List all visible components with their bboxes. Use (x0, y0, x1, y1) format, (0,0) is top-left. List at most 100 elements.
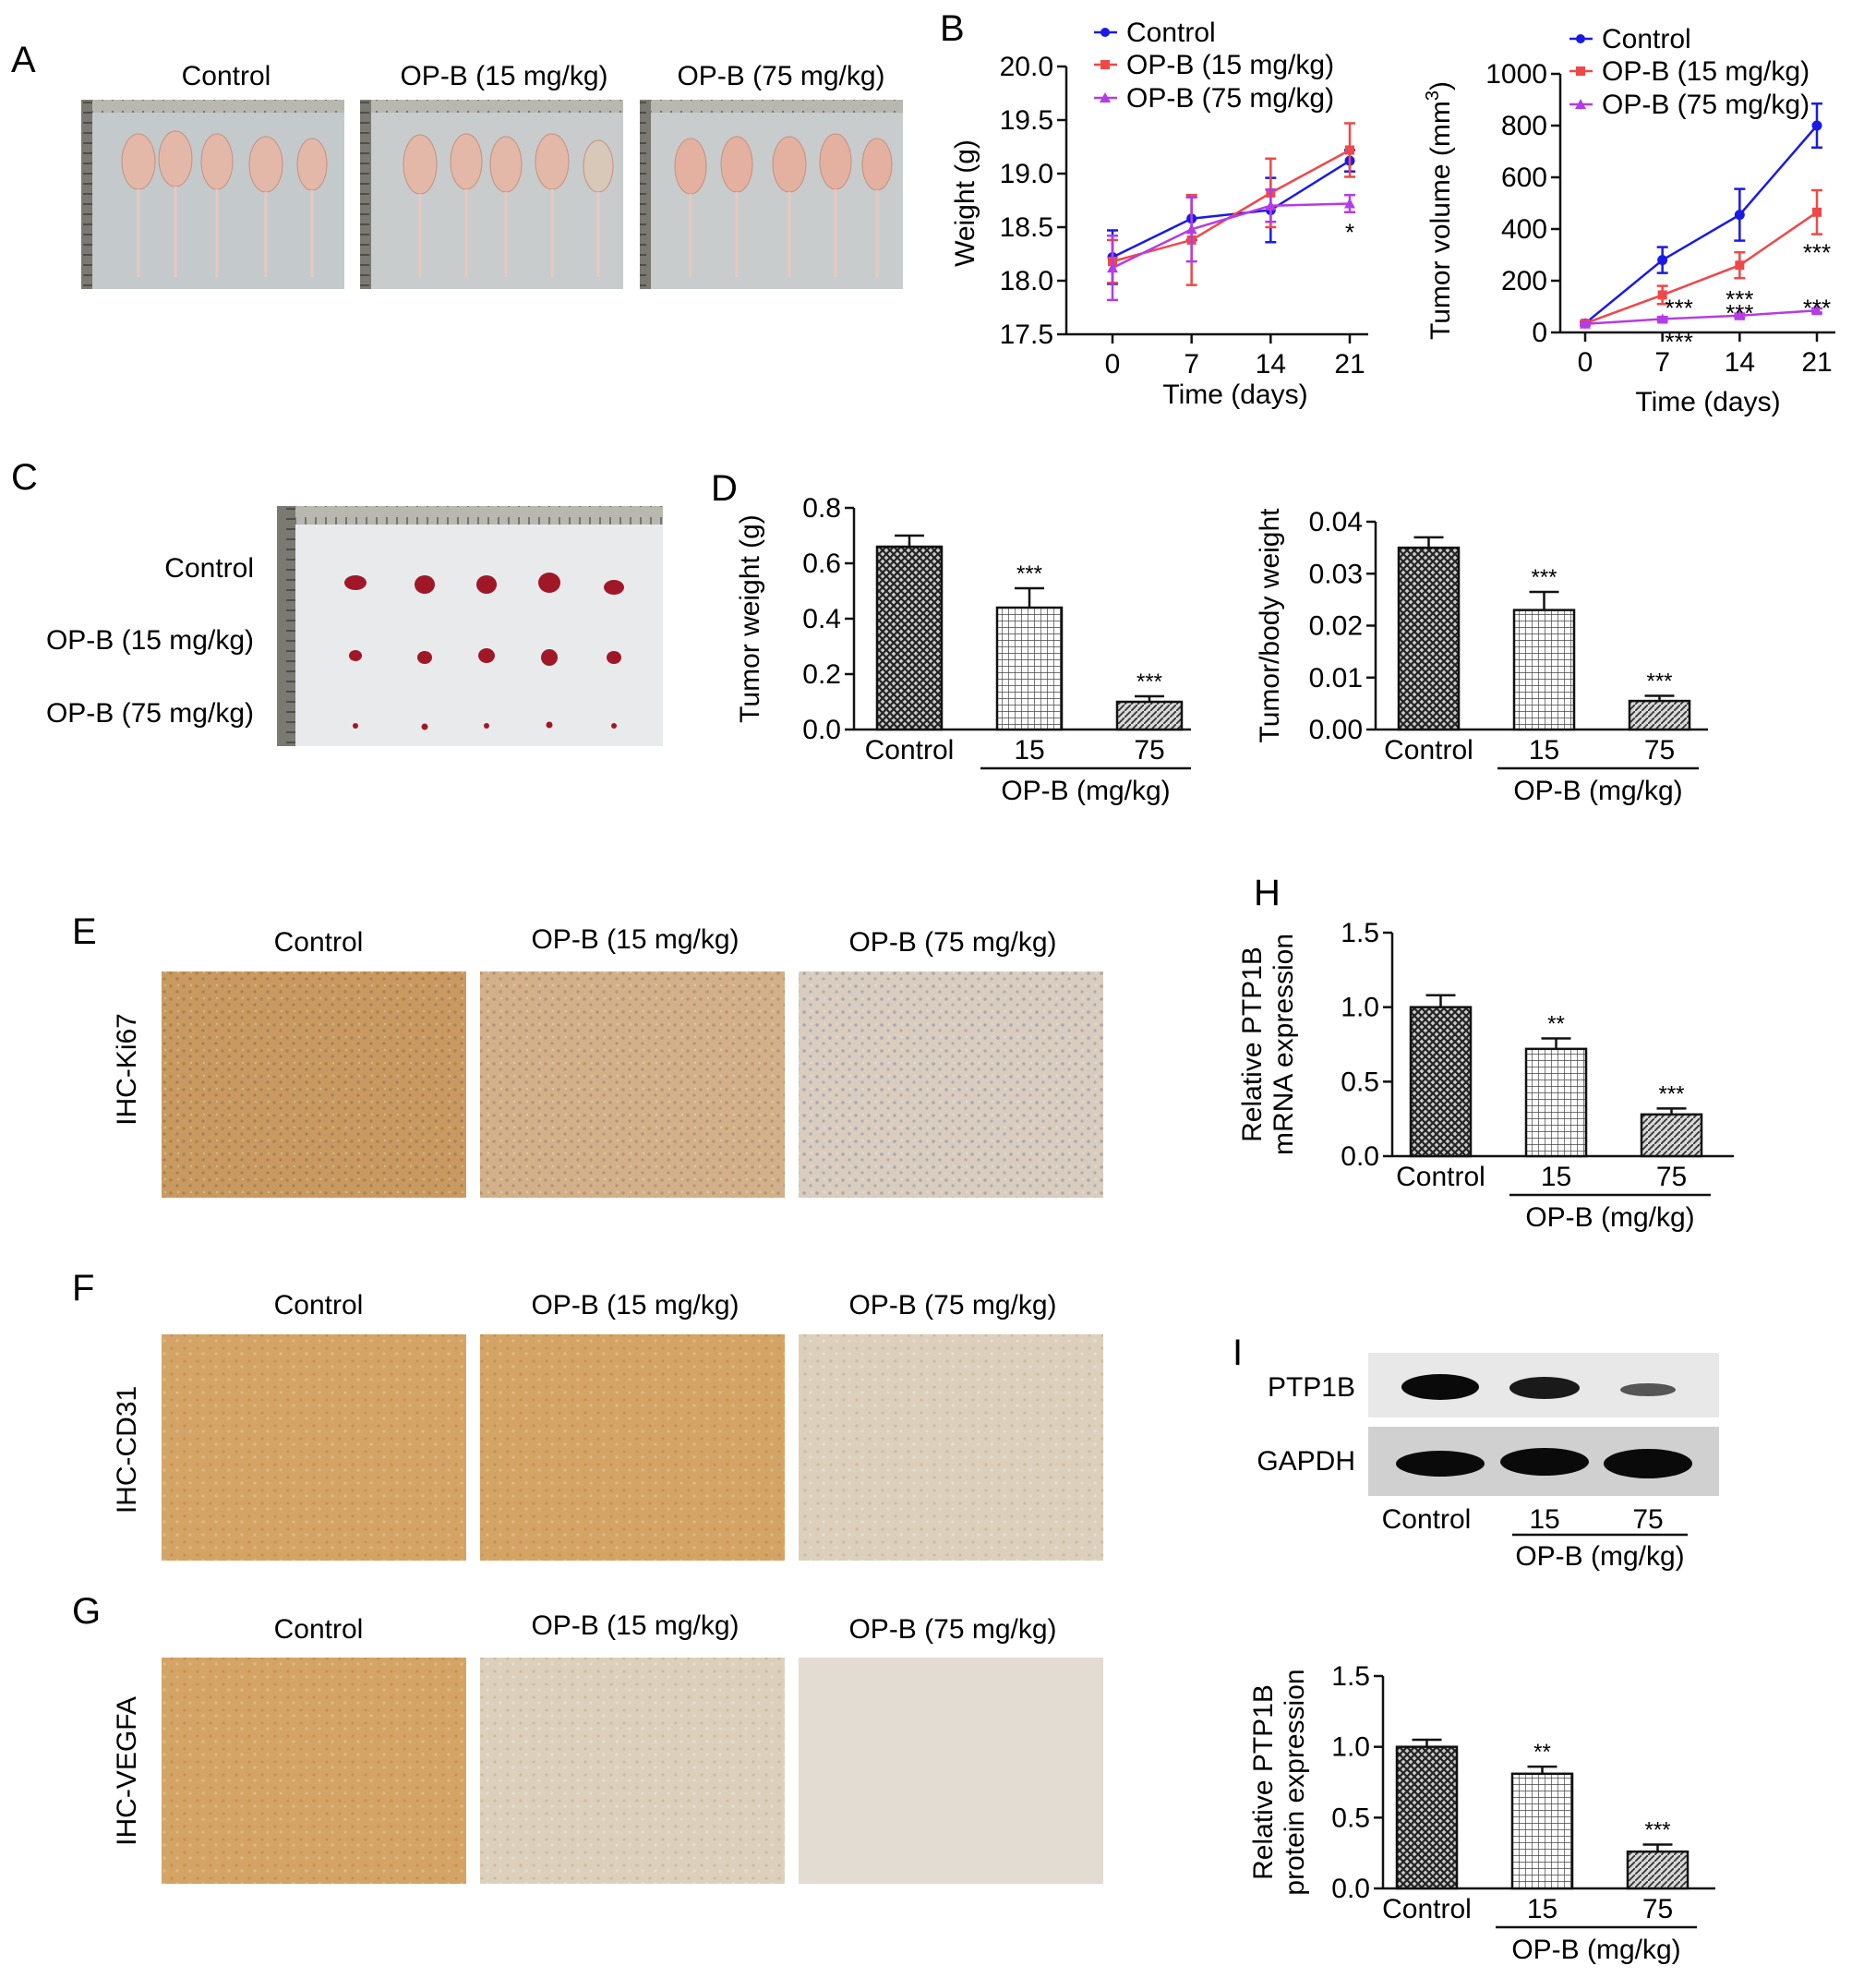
y-tick-label: 200 (1501, 266, 1547, 296)
series-line-0 (1584, 125, 1818, 325)
group-label: OP-B (mg/kg) (1525, 1202, 1694, 1233)
data-point (1185, 223, 1197, 235)
group-label: OP-B (mg/kg) (1001, 776, 1170, 806)
y-tick-label: 0.5 (1331, 1803, 1370, 1833)
legend-item-opb75: OP-B (75 mg/kg) (1094, 83, 1334, 114)
blot-label-ptp1b: PTP1B (1268, 1372, 1355, 1403)
blot-group-label: OP-B (mg/kg) (1515, 1541, 1684, 1572)
data-point (1735, 260, 1745, 271)
y-tick-label: 0.0 (802, 715, 841, 745)
y-tick-label: 0 (1532, 318, 1547, 348)
x-category-label: 75 (1134, 735, 1164, 766)
y-tick-label: 800 (1501, 111, 1547, 141)
data-point (1734, 210, 1745, 221)
panel-letter-f: F (72, 1268, 94, 1309)
ihc-vegfa-row: Control OP-B (15 mg/kg) OP-B (75 mg/kg) … (112, 1610, 1103, 1884)
y-tick-label: 400 (1501, 214, 1547, 245)
ihc-col-control: Control (274, 1614, 364, 1645)
y-tick-label: 0.02 (1309, 611, 1363, 642)
y-tick-label: 1.5 (1341, 918, 1379, 948)
y-tick-label: 0.01 (1309, 663, 1363, 694)
significance-marker: *** (1803, 295, 1831, 322)
x-category-label: Control (1384, 735, 1473, 766)
group-label: OP-B (mg/kg) (1511, 1935, 1680, 1965)
blot-band-gapdh-15 (1500, 1448, 1589, 1476)
significance-marker: *** (1644, 1817, 1670, 1842)
legend-item-opb15: OP-B (15 mg/kg) (1569, 56, 1810, 87)
x-category-label: 75 (1644, 735, 1675, 766)
legend-item-control: Control (1094, 18, 1216, 48)
x-category-label: Control (1382, 1894, 1472, 1924)
significance-marker: *** (1726, 299, 1753, 327)
ihc-cd31-control-image (162, 1334, 466, 1561)
y-tick-label: 0.03 (1309, 559, 1363, 589)
y-axis-label: Relative PTP1B (1237, 947, 1268, 1142)
y-tick-label: 0.2 (802, 659, 841, 690)
x-tick-label: 21 (1801, 347, 1832, 378)
volume-series: *************** *** (1580, 102, 1831, 356)
y-tick-label: 0.8 (802, 493, 841, 524)
ihc-col-opb75: OP-B (75 mg/kg) (848, 927, 1056, 958)
volume-xlabel: Time (days) (1635, 387, 1780, 417)
significance-marker: *** (1665, 295, 1692, 322)
series-line-1 (1584, 211, 1818, 325)
y-tick-label: 1.5 (1331, 1661, 1370, 1692)
blot-lane-control: Control (1382, 1504, 1472, 1535)
significance-marker: * (1345, 218, 1354, 246)
weight-ylabel: Weight (g) (950, 139, 980, 267)
data-point (1344, 198, 1355, 209)
panel-c-label-control: Control (164, 553, 254, 584)
y-axis-label: Tumor/body weight (1255, 508, 1285, 743)
ihc-row-label-ki67: IHC-Ki67 (112, 1013, 142, 1126)
data-point (1265, 199, 1277, 211)
ihc-col-control: Control (274, 1290, 364, 1321)
volume-ylabel: Tumor volume (mm3) (1423, 81, 1456, 340)
ihc-col-opb15: OP-B (15 mg/kg) (531, 1290, 739, 1321)
data-point (1811, 305, 1822, 316)
data-point (1812, 207, 1822, 217)
y-axis-label: Relative PTP1B (1248, 1684, 1279, 1880)
y-tick-label: 0.00 (1309, 715, 1363, 745)
x-tick-label: 0 (1578, 347, 1593, 378)
ihc-vegfa-control-image (162, 1658, 466, 1884)
ihc-ki67-row: Control OP-B (15 mg/kg) OP-B (75 mg/kg) … (112, 924, 1103, 1198)
significance-marker: *** (1803, 238, 1831, 266)
tumor-weight-bar-chart: 0.0 0.2 0.4 0.6 0.8 Tumor weight (g) Control **… (735, 493, 1191, 806)
y-tick-label: 1000 (1485, 59, 1547, 90)
panel-c-label-opb75: OP-B (75 mg/kg) (46, 698, 254, 729)
legend-item-opb15: OP-B (15 mg/kg) (1094, 50, 1334, 80)
panel-a-label-control: Control (182, 61, 271, 91)
panel-letter-a: A (11, 40, 36, 80)
ihc-col-control: Control (274, 927, 364, 958)
series-line-2 (1112, 202, 1351, 270)
y-tick-label: 0.04 (1309, 507, 1363, 537)
significance-marker: ** (1547, 1012, 1565, 1037)
ihc-col-opb15: OP-B (15 mg/kg) (531, 924, 739, 955)
weight-axes: 17.5 18.0 18.5 19.0 19.5 20.0 0 7 14 21 (1000, 52, 1368, 380)
panel-a-label-opb75: OP-B (75 mg/kg) (677, 61, 884, 91)
series-line-0 (1112, 160, 1351, 259)
weight-xlabel: Time (days) (1162, 380, 1307, 410)
ihc-row-label-vegfa: IHC-VEGFA (112, 1696, 142, 1846)
panel-letter-h: H (1254, 873, 1281, 913)
bar-Control (1397, 546, 1461, 731)
bar-15 (1512, 609, 1576, 731)
ihc-ki67-opb15-image (480, 971, 785, 1198)
x-tick-label: 0 (1105, 349, 1121, 380)
panel-letter-g: G (72, 1591, 101, 1632)
blot-label-gapdh: GAPDH (1257, 1446, 1355, 1477)
tumor-body-bar-chart: 0.00 0.01 0.02 0.03 0.04 Tumor/body weight Con… (1255, 507, 1708, 806)
panel-a-photo-control (81, 100, 344, 289)
legend-label-opb75: OP-B (75 mg/kg) (1126, 83, 1334, 114)
panel-letter-d: D (711, 468, 738, 509)
legend-label-opb15: OP-B (15 mg/kg) (1126, 50, 1334, 80)
y-tick-label: 17.5 (1000, 320, 1053, 350)
y-tick-label: 1.0 (1331, 1732, 1370, 1763)
ihc-col-opb75: OP-B (75 mg/kg) (848, 1614, 1056, 1645)
data-point (1656, 313, 1668, 324)
ihc-col-opb75: OP-B (75 mg/kg) (848, 1290, 1056, 1321)
ihc-cd31-row: Control OP-B (15 mg/kg) OP-B (75 mg/kg) … (112, 1290, 1103, 1561)
western-blot: PTP1B GAPDH Control 15 75 OP-B (mg/kg) (1257, 1353, 1719, 1572)
